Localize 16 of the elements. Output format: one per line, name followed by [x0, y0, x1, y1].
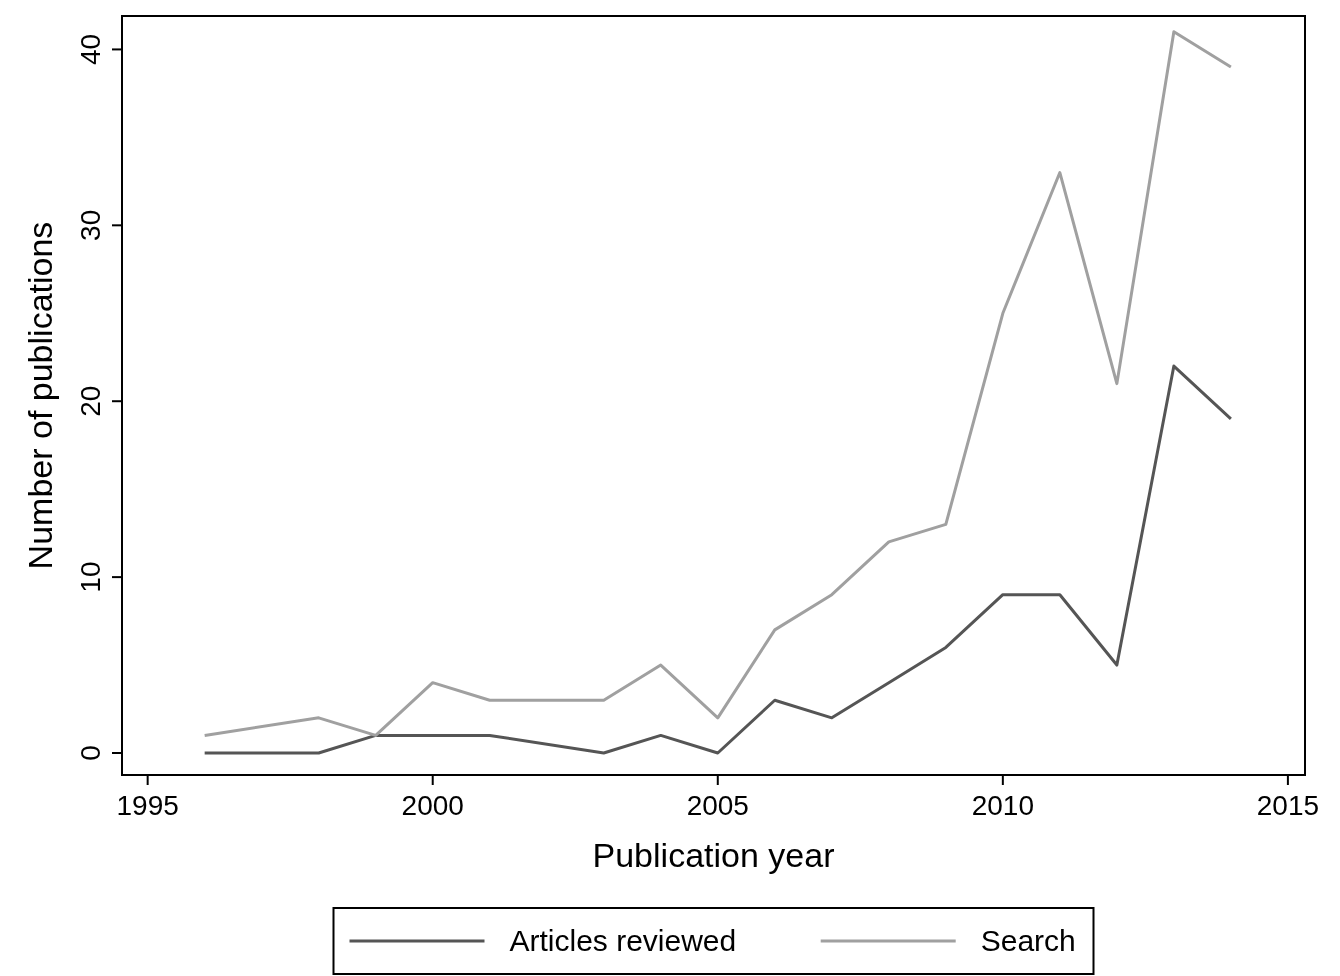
x-tick-label: 2015	[1256, 790, 1320, 821]
x-tick-label: 1995	[116, 790, 179, 821]
x-tick-label: 2000	[401, 790, 464, 821]
x-tick-label: 2010	[971, 790, 1034, 821]
x-tick-label: 2005	[686, 790, 749, 821]
y-tick-label: 0	[75, 745, 106, 761]
y-tick-label: 30	[75, 209, 106, 241]
line-series	[203, 364, 1233, 755]
legend-label: Search	[980, 924, 1076, 957]
y-tick-label: 10	[75, 561, 106, 593]
y-tick-label: 20	[75, 385, 106, 417]
y-axis-title: Number of publications	[21, 221, 59, 570]
x-axis-title: Publication year	[592, 836, 835, 874]
y-tick-label: 40	[75, 33, 106, 65]
legend-label: Articles reviewed	[509, 924, 737, 957]
line-series	[203, 30, 1233, 737]
